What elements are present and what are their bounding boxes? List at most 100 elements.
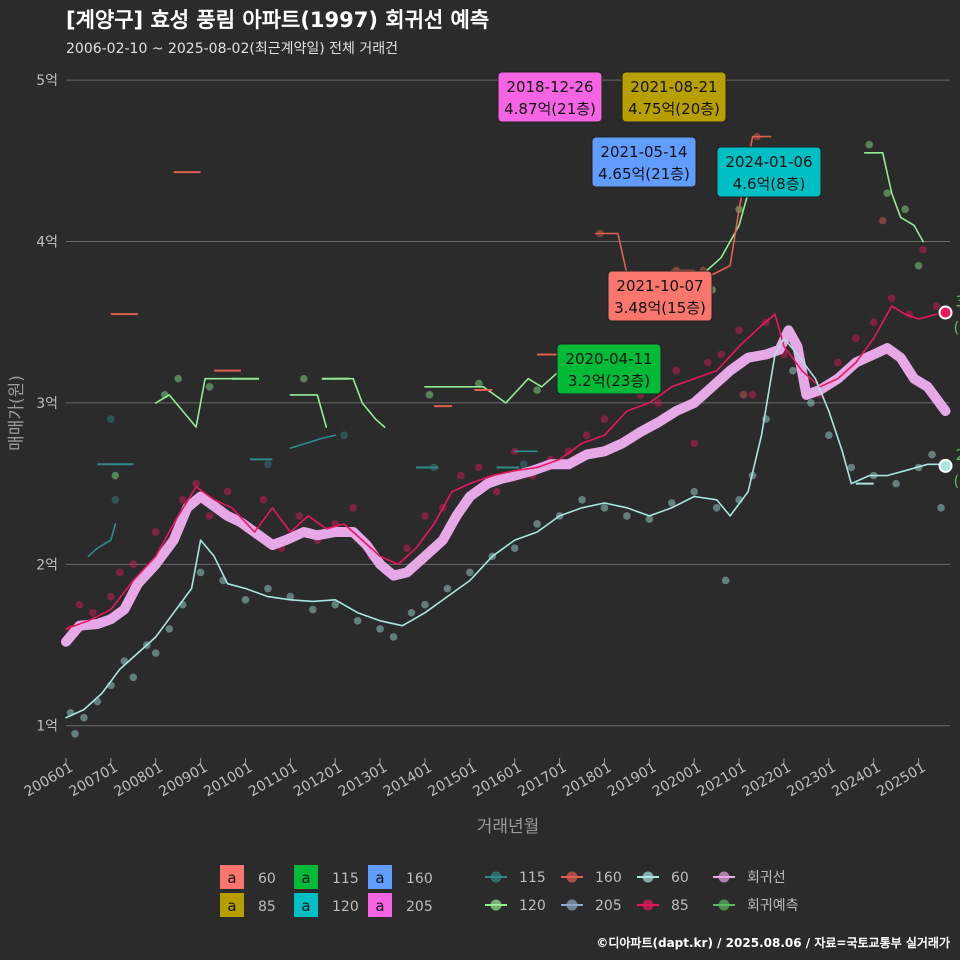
scatter-point-85 (492, 487, 501, 496)
scatter-point-85 (349, 504, 357, 512)
legend-swatch-glyph: a (375, 869, 384, 887)
flat-marks (97, 100, 874, 485)
scatter-point-60 (80, 713, 88, 722)
legend-swatch-115 (294, 865, 318, 889)
scatter-point-120 (901, 205, 909, 214)
scatter-point-60 (690, 487, 699, 496)
scatter-point-85 (654, 399, 663, 407)
scatter-point-60 (129, 673, 138, 682)
annotation-box (591, 136, 697, 188)
end-point-85 (938, 305, 953, 320)
annotation-value: 4.87억(21층) (504, 100, 596, 118)
legend-line-label: 85 (671, 898, 689, 914)
series-line-115 (289, 434, 337, 449)
scatter-point-85 (205, 512, 214, 520)
scatter-point-120 (425, 391, 434, 399)
legend-swatch-glyph: a (375, 897, 384, 915)
scatter-point-120 (533, 386, 541, 394)
legend-box-label: 120 (332, 899, 359, 915)
scatter-point-85 (932, 302, 941, 310)
scatter-point-115 (264, 460, 272, 469)
legend-dot-120 (490, 899, 502, 911)
annotation-value: 4.6억(8층) (733, 175, 806, 193)
legend-swatch-glyph: a (227, 869, 236, 887)
scatter-point-85 (869, 318, 878, 327)
legend-box-label: 85 (258, 899, 276, 915)
y-tick-label: 4억 (36, 235, 58, 251)
scatter-point-85 (851, 334, 860, 343)
scatter-point-85 (582, 431, 591, 440)
series-line-60 (65, 337, 947, 719)
scatter-point-60 (196, 568, 205, 577)
y-tick-label: 3억 (36, 396, 58, 412)
scatter-point-60 (421, 600, 429, 609)
y-tick-label: 1억 (36, 719, 58, 735)
scatter-point-60 (807, 399, 815, 407)
scatter-point-85 (295, 512, 304, 520)
legend-dot-205 (566, 899, 578, 911)
scatter-point-160 (878, 216, 887, 225)
scatter-point-85 (735, 326, 743, 335)
scatter-point-60 (331, 600, 340, 609)
legend-dot-회귀선 (718, 871, 730, 883)
end-value-label: 26,142 (956, 446, 960, 464)
scatter-point-60 (578, 495, 586, 504)
scatter-point-85 (403, 544, 411, 552)
scatter-point-85 (600, 415, 609, 423)
legend-box-label: 160 (406, 871, 433, 887)
annotation-value: 3.2억(23층) (568, 372, 650, 390)
scatter-point-120 (111, 471, 120, 480)
legend-swatch-205 (368, 893, 392, 917)
scatter-point-120 (865, 140, 874, 149)
annotation-date: 2021-10-07 (616, 277, 703, 295)
legend-dot-85 (642, 899, 654, 911)
legend-line-label: 60 (671, 870, 689, 886)
annotations: 2018-12-26 4.87억(21층) 2021-08-21 4.75억(20층)… (497, 71, 822, 395)
scatter-point-85 (703, 358, 712, 367)
legend-swatch-glyph: a (301, 869, 310, 887)
legend-box-label: 205 (406, 899, 433, 915)
legend-line-label: 160 (595, 870, 622, 886)
scatter-point-60 (892, 479, 900, 488)
legend: a 60 a 85 a 115 a 120 a 160 a 205 115 120 160 205 60 85 회귀… (220, 865, 799, 917)
scatter-point-85 (457, 471, 465, 480)
scatter-point-60 (165, 625, 174, 633)
scatter-point-85 (748, 391, 757, 399)
legend-dot-160 (566, 871, 578, 883)
scatter-point-60 (389, 633, 398, 641)
gridlines (66, 79, 950, 727)
end-labels: 35,600 (~85㎡) 26,142 (~60㎡) (938, 293, 960, 490)
legend-swatch-160 (368, 865, 392, 889)
y-axis-label: 매매가(원) (7, 375, 27, 451)
y-axis-ticks: 1억 2억 3억 4억 5억 (36, 73, 58, 735)
scatter-point-85 (75, 600, 84, 609)
scatter-point-85 (672, 366, 681, 375)
annotation-value: 4.75억(20층) (628, 100, 720, 118)
scatter-point-60 (309, 605, 317, 614)
series-line-85 (65, 305, 938, 630)
legend-dot-60 (642, 871, 654, 883)
end-value-label: 35,600 (956, 293, 960, 311)
scatter-point-60 (667, 499, 676, 507)
legend-swatch-glyph: a (227, 897, 236, 915)
scatter-point-60 (721, 576, 730, 585)
annotation-date: 2020-04-11 (565, 350, 652, 368)
chart-subtitle: 2006-02-10 ~ 2025-08-02(최근계약일) 전체 거래건 (66, 41, 398, 57)
annotation-box (607, 270, 713, 322)
annotation-box (556, 343, 662, 395)
scatter-point-60 (407, 608, 416, 617)
scatter-point-85 (178, 495, 187, 504)
scatter-point-115 (519, 460, 528, 469)
annotation-value: 3.48억(15층) (614, 299, 706, 317)
scatter-point-120 (300, 374, 308, 383)
legend-line-label: 120 (519, 898, 546, 914)
scatter-point-60 (510, 544, 519, 552)
scatter-point-60 (712, 504, 721, 512)
end-area-label: (~60㎡) (954, 472, 960, 490)
scatter-point-60 (71, 729, 79, 738)
annotation-box (716, 146, 822, 198)
chart-title: [계양구] 효성 풍림 아파트(1997) 회귀선 예측 (66, 8, 489, 32)
annotation-box (621, 71, 727, 123)
scatter-point-60 (645, 515, 654, 523)
